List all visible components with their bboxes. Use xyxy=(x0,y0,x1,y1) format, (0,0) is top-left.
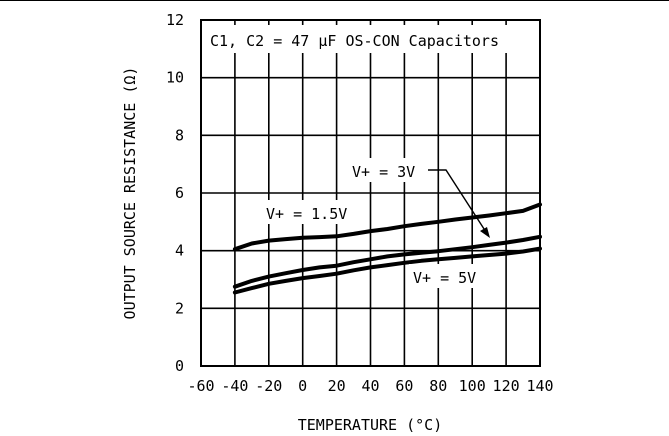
y-tick-label: 8 xyxy=(175,126,184,144)
x-tick-label: -40 xyxy=(221,377,248,395)
x-tick-label: 80 xyxy=(429,377,447,395)
series-label-3v: V+ = 3V xyxy=(352,163,415,181)
series-line-2 xyxy=(232,246,542,295)
y-tick-label: 6 xyxy=(175,184,184,202)
plot-frame xyxy=(200,19,541,367)
series-label-5v: V+ = 5V xyxy=(413,269,476,287)
y-tick-label: 2 xyxy=(175,299,184,317)
x-tick-label: -60 xyxy=(187,377,214,395)
y-tick-label: 12 xyxy=(166,11,184,29)
conditions-label-bg xyxy=(206,25,531,53)
series-line-0 xyxy=(232,202,542,252)
x-axis-title: TEMPERATURE (°C) xyxy=(298,416,443,434)
arrow-head-3v-icon xyxy=(480,227,490,238)
x-tick-label: -20 xyxy=(255,377,282,395)
series-line-1 xyxy=(232,234,542,289)
conditions-label: C1, C2 = 47 µF OS-CON Capacitors xyxy=(210,32,499,50)
series-label-1-5v: V+ = 1.5V xyxy=(266,205,347,223)
label-bg-3v xyxy=(348,158,428,182)
leader-line-3v xyxy=(428,169,487,233)
y-tick-labels: 0 2 4 6 8 10 12 xyxy=(166,11,184,375)
x-tick-label: 20 xyxy=(328,377,346,395)
x-tick-label: 140 xyxy=(526,377,553,395)
x-tick-labels: -60 -40 -20 0 20 40 60 80 100 120 140 xyxy=(187,377,553,395)
x-tick-label: 120 xyxy=(493,377,520,395)
y-tick-label: 10 xyxy=(166,69,184,87)
x-tick-label: 40 xyxy=(361,377,379,395)
x-tick-label: 0 xyxy=(298,377,307,395)
grid xyxy=(201,20,540,366)
y-tick-label: 4 xyxy=(175,242,184,260)
label-bg-5v xyxy=(409,264,489,288)
label-bg-1-5v xyxy=(262,200,367,224)
y-tick-label: 0 xyxy=(175,357,184,375)
x-tick-label: 100 xyxy=(459,377,486,395)
x-tick-label: 60 xyxy=(395,377,413,395)
series-layer xyxy=(232,202,542,295)
y-axis-title: OUTPUT SOURCE RESISTANCE (Ω) xyxy=(121,67,139,320)
